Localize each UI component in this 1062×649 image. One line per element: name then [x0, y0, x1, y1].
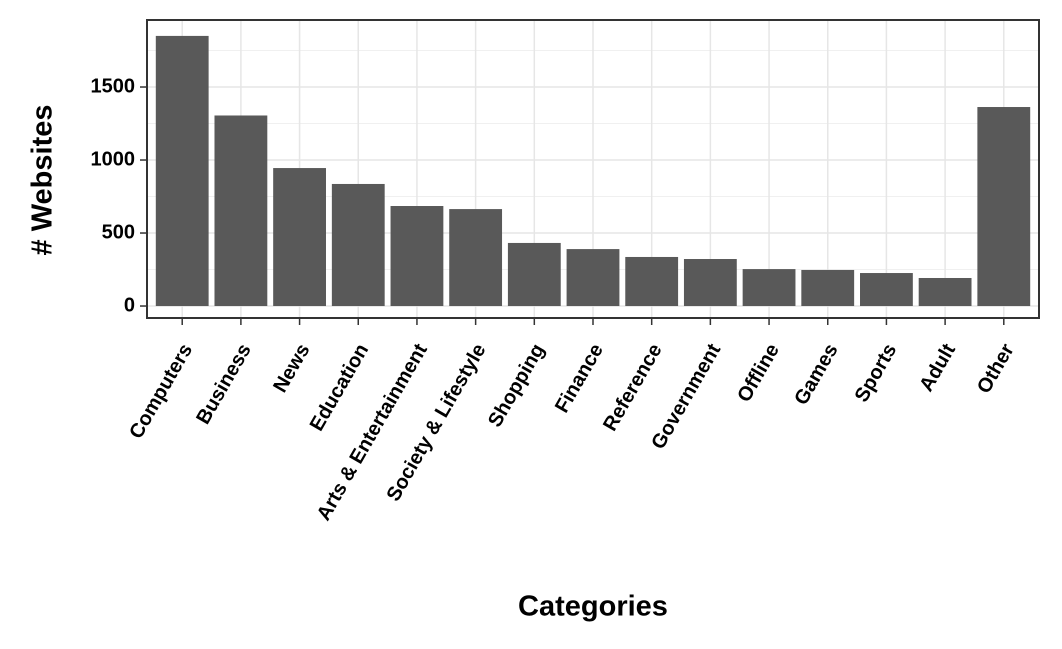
- panel-border: [146, 19, 1040, 319]
- bar: [742, 269, 796, 307]
- bar: [449, 209, 503, 307]
- y-tick-label: 1500: [91, 75, 136, 97]
- bar: [977, 107, 1031, 307]
- bar: [801, 269, 855, 307]
- bar: [566, 249, 620, 307]
- bar: [507, 242, 561, 307]
- bar: [214, 115, 268, 307]
- bar: [860, 273, 913, 307]
- bar: [273, 168, 326, 307]
- y-tick-label: 0: [124, 294, 135, 316]
- bar: [625, 256, 679, 307]
- y-tick-label: 500: [102, 221, 135, 243]
- bar: [683, 259, 737, 307]
- bar: [155, 35, 209, 307]
- y-axis-title: # Websites: [27, 105, 59, 256]
- bar: [331, 183, 385, 307]
- x-axis-title: Categories: [518, 591, 668, 623]
- bar: [390, 206, 444, 307]
- y-tick-label: 1000: [91, 148, 136, 170]
- bar: [918, 277, 972, 307]
